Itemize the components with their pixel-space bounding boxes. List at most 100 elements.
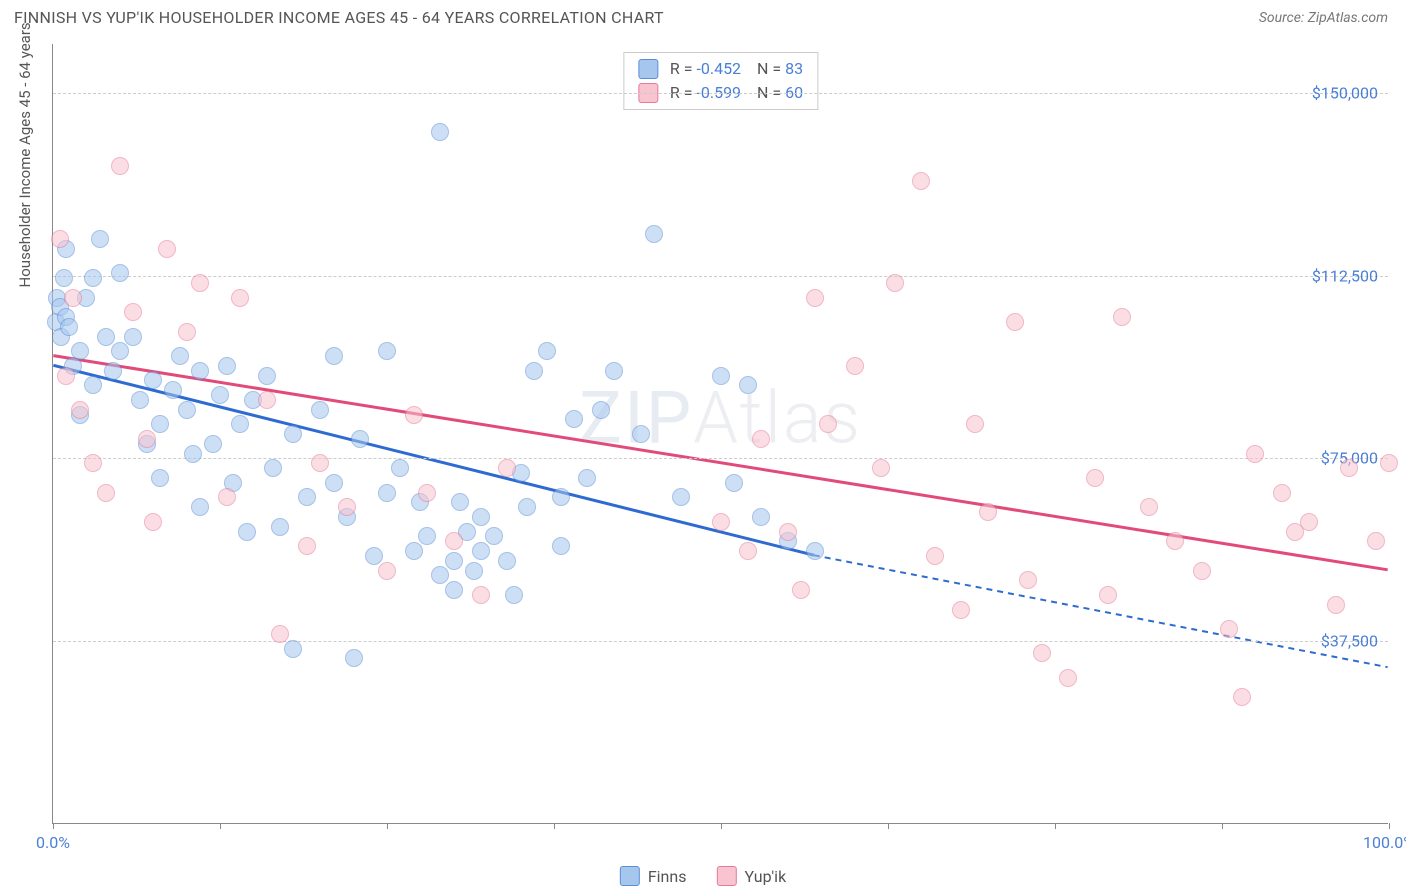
source-attribution: Source: ZipAtlas.com xyxy=(1259,10,1388,26)
data-point xyxy=(1327,596,1345,614)
n-value: 83 xyxy=(785,59,803,78)
chart-title: FINNISH VS YUP'IK HOUSEHOLDER INCOME AGE… xyxy=(14,8,664,27)
data-point xyxy=(1140,498,1158,516)
data-point xyxy=(171,347,189,365)
x-tick xyxy=(554,823,555,829)
data-point xyxy=(91,230,109,248)
chart-header: FINNISH VS YUP'IK HOUSEHOLDER INCOME AGE… xyxy=(0,0,1406,37)
data-point xyxy=(451,493,469,511)
x-tick xyxy=(387,823,388,829)
data-point xyxy=(1380,454,1398,472)
data-point xyxy=(525,362,543,380)
correlation-legend: R = -0.452 N = 83 R = -0.599 N = 60 xyxy=(623,52,818,110)
data-point xyxy=(60,318,78,336)
data-point xyxy=(578,469,596,487)
data-point xyxy=(365,547,383,565)
legend-row-finns: R = -0.452 N = 83 xyxy=(638,57,803,81)
data-point xyxy=(725,474,743,492)
data-point xyxy=(1166,532,1184,550)
data-point xyxy=(1006,313,1024,331)
data-point xyxy=(1193,562,1211,580)
data-point xyxy=(271,625,289,643)
data-point xyxy=(1233,688,1251,706)
data-point xyxy=(378,484,396,502)
swatch-icon xyxy=(716,866,736,886)
x-tick xyxy=(53,823,54,829)
data-point xyxy=(131,391,149,409)
data-point xyxy=(258,367,276,385)
data-point xyxy=(378,342,396,360)
data-point xyxy=(445,581,463,599)
data-point xyxy=(752,430,770,448)
data-point xyxy=(345,649,363,667)
data-point xyxy=(1099,586,1117,604)
data-point xyxy=(1367,532,1385,550)
data-point xyxy=(184,445,202,463)
x-tick xyxy=(721,823,722,829)
data-point xyxy=(298,537,316,555)
y-tick-label: $37,500 xyxy=(1321,632,1378,651)
data-point xyxy=(465,562,483,580)
data-point xyxy=(311,454,329,472)
data-point xyxy=(284,640,302,658)
data-point xyxy=(431,566,449,584)
data-point xyxy=(144,371,162,389)
data-point xyxy=(71,401,89,419)
r-value: -0.452 xyxy=(696,59,741,78)
data-point xyxy=(645,225,663,243)
data-point xyxy=(806,542,824,560)
data-point xyxy=(351,430,369,448)
data-point xyxy=(846,357,864,375)
data-point xyxy=(739,376,757,394)
data-point xyxy=(111,264,129,282)
data-point xyxy=(191,274,209,292)
y-tick-label: $150,000 xyxy=(1312,83,1378,102)
data-point xyxy=(51,230,69,248)
data-point xyxy=(164,381,182,399)
data-point xyxy=(405,406,423,424)
data-point xyxy=(926,547,944,565)
data-point xyxy=(912,172,930,190)
x-tick xyxy=(220,823,221,829)
x-tick xyxy=(1055,823,1056,829)
data-point xyxy=(418,527,436,545)
data-point xyxy=(806,289,824,307)
data-point xyxy=(144,513,162,531)
watermark: ZIPAtlas xyxy=(579,375,862,460)
data-point xyxy=(111,342,129,360)
x-tick-label: 0.0% xyxy=(36,833,70,852)
data-point xyxy=(445,552,463,570)
gridline xyxy=(53,93,1388,94)
data-point xyxy=(151,415,169,433)
data-point xyxy=(218,488,236,506)
data-point xyxy=(472,586,490,604)
y-tick-label: $112,500 xyxy=(1312,266,1378,285)
x-tick xyxy=(1389,823,1390,829)
data-point xyxy=(1340,459,1358,477)
x-tick xyxy=(1222,823,1223,829)
data-point xyxy=(498,552,516,570)
data-point xyxy=(405,542,423,560)
data-point xyxy=(97,328,115,346)
data-point xyxy=(238,523,256,541)
data-point xyxy=(84,269,102,287)
data-point xyxy=(672,488,690,506)
data-point xyxy=(124,328,142,346)
data-point xyxy=(84,376,102,394)
data-point xyxy=(271,518,289,536)
data-point xyxy=(886,274,904,292)
scatter-chart: ZIPAtlas R = -0.452 N = 83 R = -0.599 N … xyxy=(52,44,1388,824)
data-point xyxy=(1220,620,1238,638)
data-point xyxy=(391,459,409,477)
data-point xyxy=(71,342,89,360)
data-point xyxy=(518,498,536,516)
data-point xyxy=(779,523,797,541)
series-legend: Finns Yup'ik xyxy=(620,866,786,886)
data-point xyxy=(1086,469,1104,487)
data-point xyxy=(218,357,236,375)
data-point xyxy=(712,367,730,385)
data-point xyxy=(1113,308,1131,326)
data-point xyxy=(57,367,75,385)
data-point xyxy=(872,459,890,477)
data-point xyxy=(138,430,156,448)
